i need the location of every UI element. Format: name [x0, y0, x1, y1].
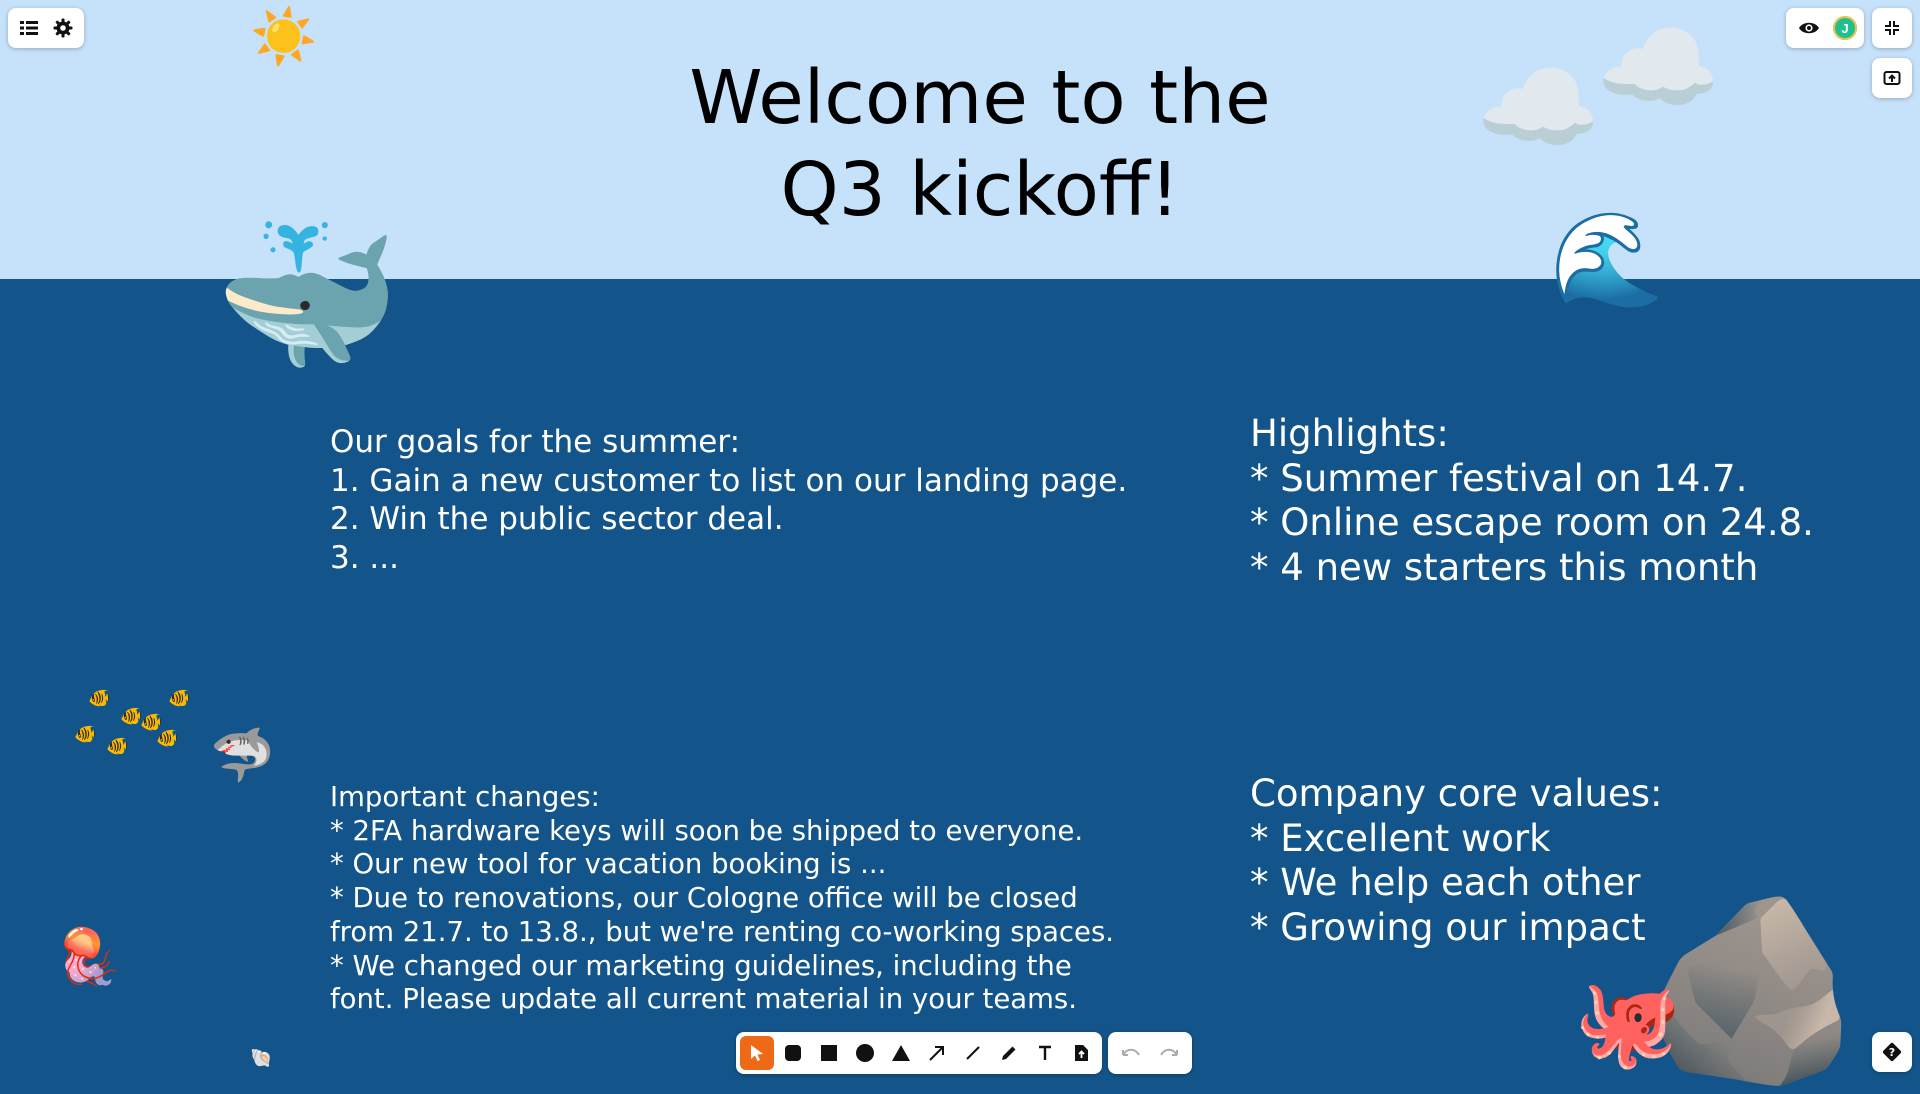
text-icon [1039, 1045, 1051, 1060]
help-button[interactable]: ? [1876, 1036, 1908, 1068]
undo-icon [1122, 1048, 1140, 1056]
title-line-2: Q3 kickoff! [780, 147, 1180, 233]
octopus-sticker[interactable]: 🐙 [1574, 973, 1682, 1073]
rounded-square-icon [785, 1045, 801, 1061]
sky-background [0, 0, 1920, 279]
fish-sticker[interactable]: 🐠 [74, 724, 97, 745]
goals-line: Our goals for the summer: [330, 424, 741, 460]
pen-tool[interactable] [992, 1036, 1026, 1070]
changes-line: * Our new tool for vacation booking is .… [330, 848, 887, 881]
select-tool[interactable] [740, 1036, 774, 1070]
line-icon [966, 1046, 980, 1060]
title-line-1: Welcome to the [689, 55, 1271, 141]
arrow-icon [929, 1046, 944, 1061]
goals-line: 2. Win the public sector deal. [330, 501, 784, 537]
fish-sticker[interactable]: 🐠 [106, 736, 129, 757]
changes-text-block[interactable]: Important changes: * 2FA hardware keys w… [330, 781, 1114, 1017]
redo-icon [1160, 1048, 1178, 1056]
view-mode-button[interactable] [1793, 12, 1825, 44]
triangle-tool[interactable] [884, 1036, 918, 1070]
help-panel: ? [1872, 1032, 1912, 1072]
fish-sticker[interactable]: 🐠 [168, 688, 191, 709]
goals-line: 3. ... [330, 539, 399, 576]
fish-sticker[interactable]: 🐠 [140, 712, 163, 733]
share-panel [1872, 58, 1912, 98]
user-avatar[interactable]: J [1833, 16, 1857, 40]
gear-icon [53, 18, 73, 38]
history-toolbar [1108, 1032, 1192, 1074]
triangle-icon [892, 1045, 910, 1061]
shark-sticker[interactable]: 🦈 [210, 726, 275, 786]
values-text-block[interactable]: Company core values: * Excellent work * … [1250, 772, 1663, 950]
highlights-text-block[interactable]: Highlights: * Summer festival on 14.7. *… [1250, 412, 1814, 590]
highlights-line: * Online escape room on 24.8. [1250, 501, 1814, 544]
goals-text-block[interactable]: Our goals for the summer: 1. Gain a new … [330, 423, 1127, 577]
rock-sticker[interactable]: 🪨 [1640, 885, 1865, 1094]
list-icon [20, 21, 38, 35]
changes-line: font. Please update all current material… [330, 983, 1077, 1016]
pencil-icon [1002, 1046, 1016, 1060]
file-upload-icon [1075, 1045, 1088, 1061]
changes-line: Important changes: [330, 781, 600, 813]
fish-sticker[interactable]: 🐠 [156, 728, 179, 749]
fish-sticker[interactable]: 🐠 [88, 688, 111, 709]
presence-panel: J [1786, 8, 1864, 48]
fullscreen-panel [1872, 8, 1912, 48]
line-tool[interactable] [956, 1036, 990, 1070]
share-button[interactable] [1876, 62, 1908, 94]
highlights-line: * 4 new starters this month [1250, 545, 1759, 589]
rect-tool[interactable] [812, 1036, 846, 1070]
wave-sticker[interactable]: 🌊 [1550, 206, 1665, 313]
minimize-icon [1885, 21, 1899, 35]
jellyfish-sticker[interactable]: 🪼 [54, 925, 122, 988]
square-icon [821, 1045, 837, 1061]
cloud-sticker[interactable]: ☁️ [1476, 49, 1601, 166]
settings-button[interactable] [47, 12, 79, 44]
arrow-tool[interactable] [920, 1036, 954, 1070]
values-line: * Excellent work [1250, 816, 1551, 860]
highlights-line: * Summer festival on 14.7. [1250, 456, 1748, 500]
whale-sticker[interactable]: 🐳 [214, 210, 401, 384]
values-line: * Growing our impact [1250, 905, 1646, 949]
text-tool[interactable] [1028, 1036, 1062, 1070]
changes-line: * Due to renovations, our Cologne office… [330, 882, 1078, 915]
ellipse-tool[interactable] [848, 1036, 882, 1070]
goals-line: 1. Gain a new customer to list on our la… [330, 462, 1128, 499]
cursor-icon [751, 1045, 763, 1061]
changes-line: from 21.7. to 13.8., but we're renting c… [330, 915, 1115, 948]
values-line: * We help each other [1250, 861, 1641, 904]
top-left-panel [8, 8, 84, 48]
pages-list-button[interactable] [13, 12, 45, 44]
exit-fullscreen-button[interactable] [1876, 12, 1908, 44]
redo-button[interactable] [1152, 1036, 1186, 1070]
changes-line: * We changed our marketing guidelines, i… [330, 949, 1072, 982]
cloud-sticker[interactable]: ☁️ [1596, 9, 1721, 126]
highlights-line: Highlights: [1250, 412, 1449, 455]
sea-background [0, 279, 1920, 1080]
circle-icon [856, 1044, 874, 1062]
undo-button[interactable] [1114, 1036, 1148, 1070]
rounded-rect-tool[interactable] [776, 1036, 810, 1070]
fish-sticker[interactable]: 🐠 [120, 706, 143, 727]
file-tool[interactable] [1064, 1036, 1098, 1070]
eye-icon [1799, 22, 1819, 34]
changes-line: * 2FA hardware keys will soon be shipped… [330, 814, 1084, 847]
sun-sticker[interactable]: ☀️ [250, 5, 318, 68]
drawing-toolbar [736, 1032, 1102, 1074]
values-line: Company core values: [1250, 772, 1663, 815]
help-icon: ? [1882, 1042, 1902, 1062]
share-icon [1883, 71, 1901, 85]
shell-sticker[interactable]: 🐚 [250, 1048, 273, 1069]
svg-text:?: ? [1889, 1046, 1895, 1059]
board-title[interactable]: Welcome to the Q3 kickoff! [600, 52, 1360, 236]
